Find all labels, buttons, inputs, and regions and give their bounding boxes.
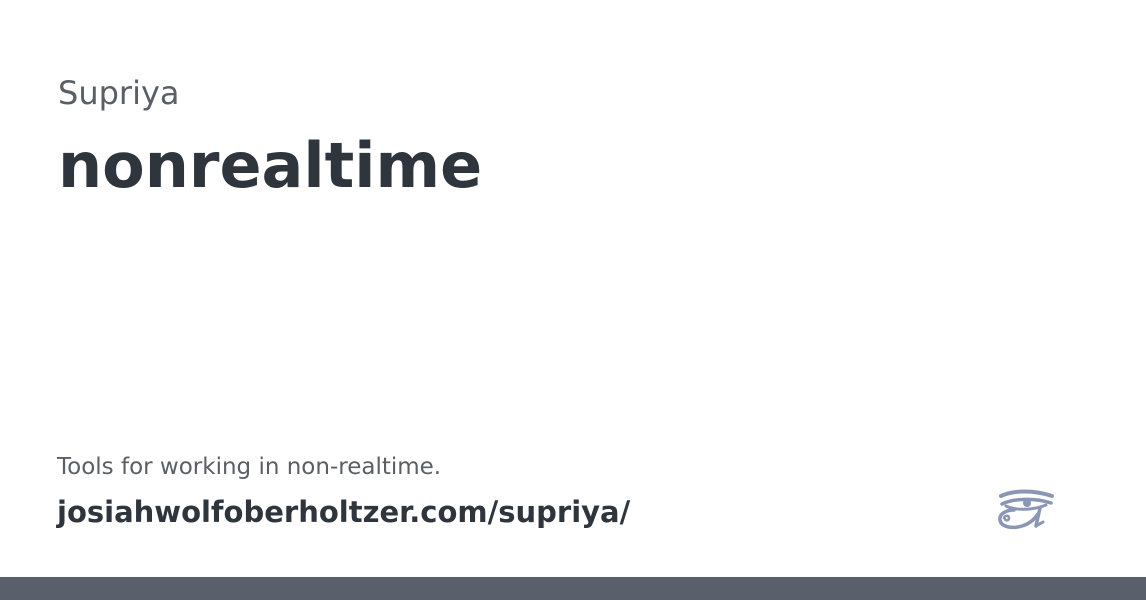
page-title: nonrealtime <box>58 129 483 202</box>
eye-of-horus-icon <box>996 488 1056 532</box>
footer-bar <box>0 577 1146 600</box>
page-description: Tools for working in non-realtime. <box>57 454 442 480</box>
project-name: Supriya <box>58 74 180 112</box>
site-url-link[interactable]: josiahwolfoberholtzer.com/supriya/ <box>57 495 631 529</box>
